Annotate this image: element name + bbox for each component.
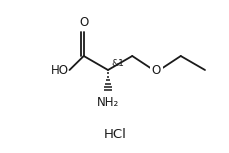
- Text: HO: HO: [50, 63, 68, 76]
- Text: O: O: [79, 16, 88, 29]
- Text: &1: &1: [111, 59, 123, 68]
- Text: HCl: HCl: [103, 129, 126, 142]
- Text: O: O: [151, 63, 161, 76]
- Text: NH₂: NH₂: [96, 96, 119, 109]
